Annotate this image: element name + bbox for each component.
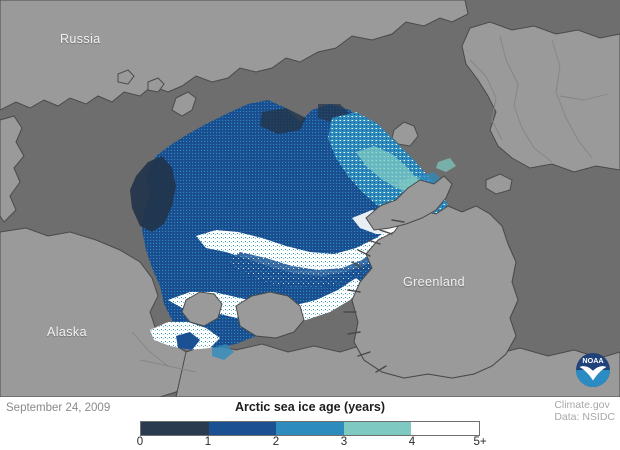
legend-segment-4-5+ [411,422,479,435]
date-label: September 24, 2009 [6,402,111,414]
map-graphic [0,0,620,397]
political-borders [131,35,609,373]
legend-tick-labels: 0 1 2 3 4 5+ [136,436,487,450]
land-iceland [485,173,513,195]
ice-new-ice-pole [260,108,306,134]
ice-floe-ne2 [436,158,456,172]
credit-block: Climate.gov Data: NSIDC [554,399,615,423]
credit-source: Data: NSIDC [554,410,615,423]
ice-new-ice-west [130,156,176,232]
land-island-nz2 [147,77,165,93]
land-alaska [0,227,197,397]
legend-tick-2: 2 [272,436,280,448]
noaa-logo[interactable]: NOAA [575,352,611,388]
legend-segment-0-1 [141,422,209,435]
land-ellesmere-overlay [365,175,453,231]
legend-colorbar [140,421,480,436]
legend-tick-5plus: 5+ [473,436,487,448]
legend-tick-3: 3 [340,436,348,448]
landmasses-overlay [181,175,519,379]
land-far-east [0,115,25,223]
ice-floe-sw1 [176,332,200,350]
land-russia [0,0,469,111]
legend-segment-2-3 [276,422,344,435]
noaa-logo-text: NOAA [582,356,603,365]
legend-segment-1-2 [208,422,277,435]
legend-tick-1: 1 [204,436,212,448]
land-banks-overlay [181,291,223,327]
legend-tick-4: 4 [408,436,416,448]
land-island-nz3 [117,69,135,85]
land-scandinavia [461,21,620,173]
legend-segment-3-4 [343,422,412,435]
land-archipelago-overlay [235,291,305,339]
ice-transition-band [228,250,384,288]
land-greenland-overlay [351,205,519,379]
legend-tick-0: 0 [136,436,144,448]
ice-floe-sw2 [212,344,234,360]
legend-title: Arctic sea ice age (years) [234,400,386,414]
map-canvas: Russia Alaska Greenland NOAA [0,0,620,397]
greenland-fjords [343,219,405,373]
land-novaya-zemlya [171,91,197,117]
credit-publisher: Climate.gov [554,399,610,411]
